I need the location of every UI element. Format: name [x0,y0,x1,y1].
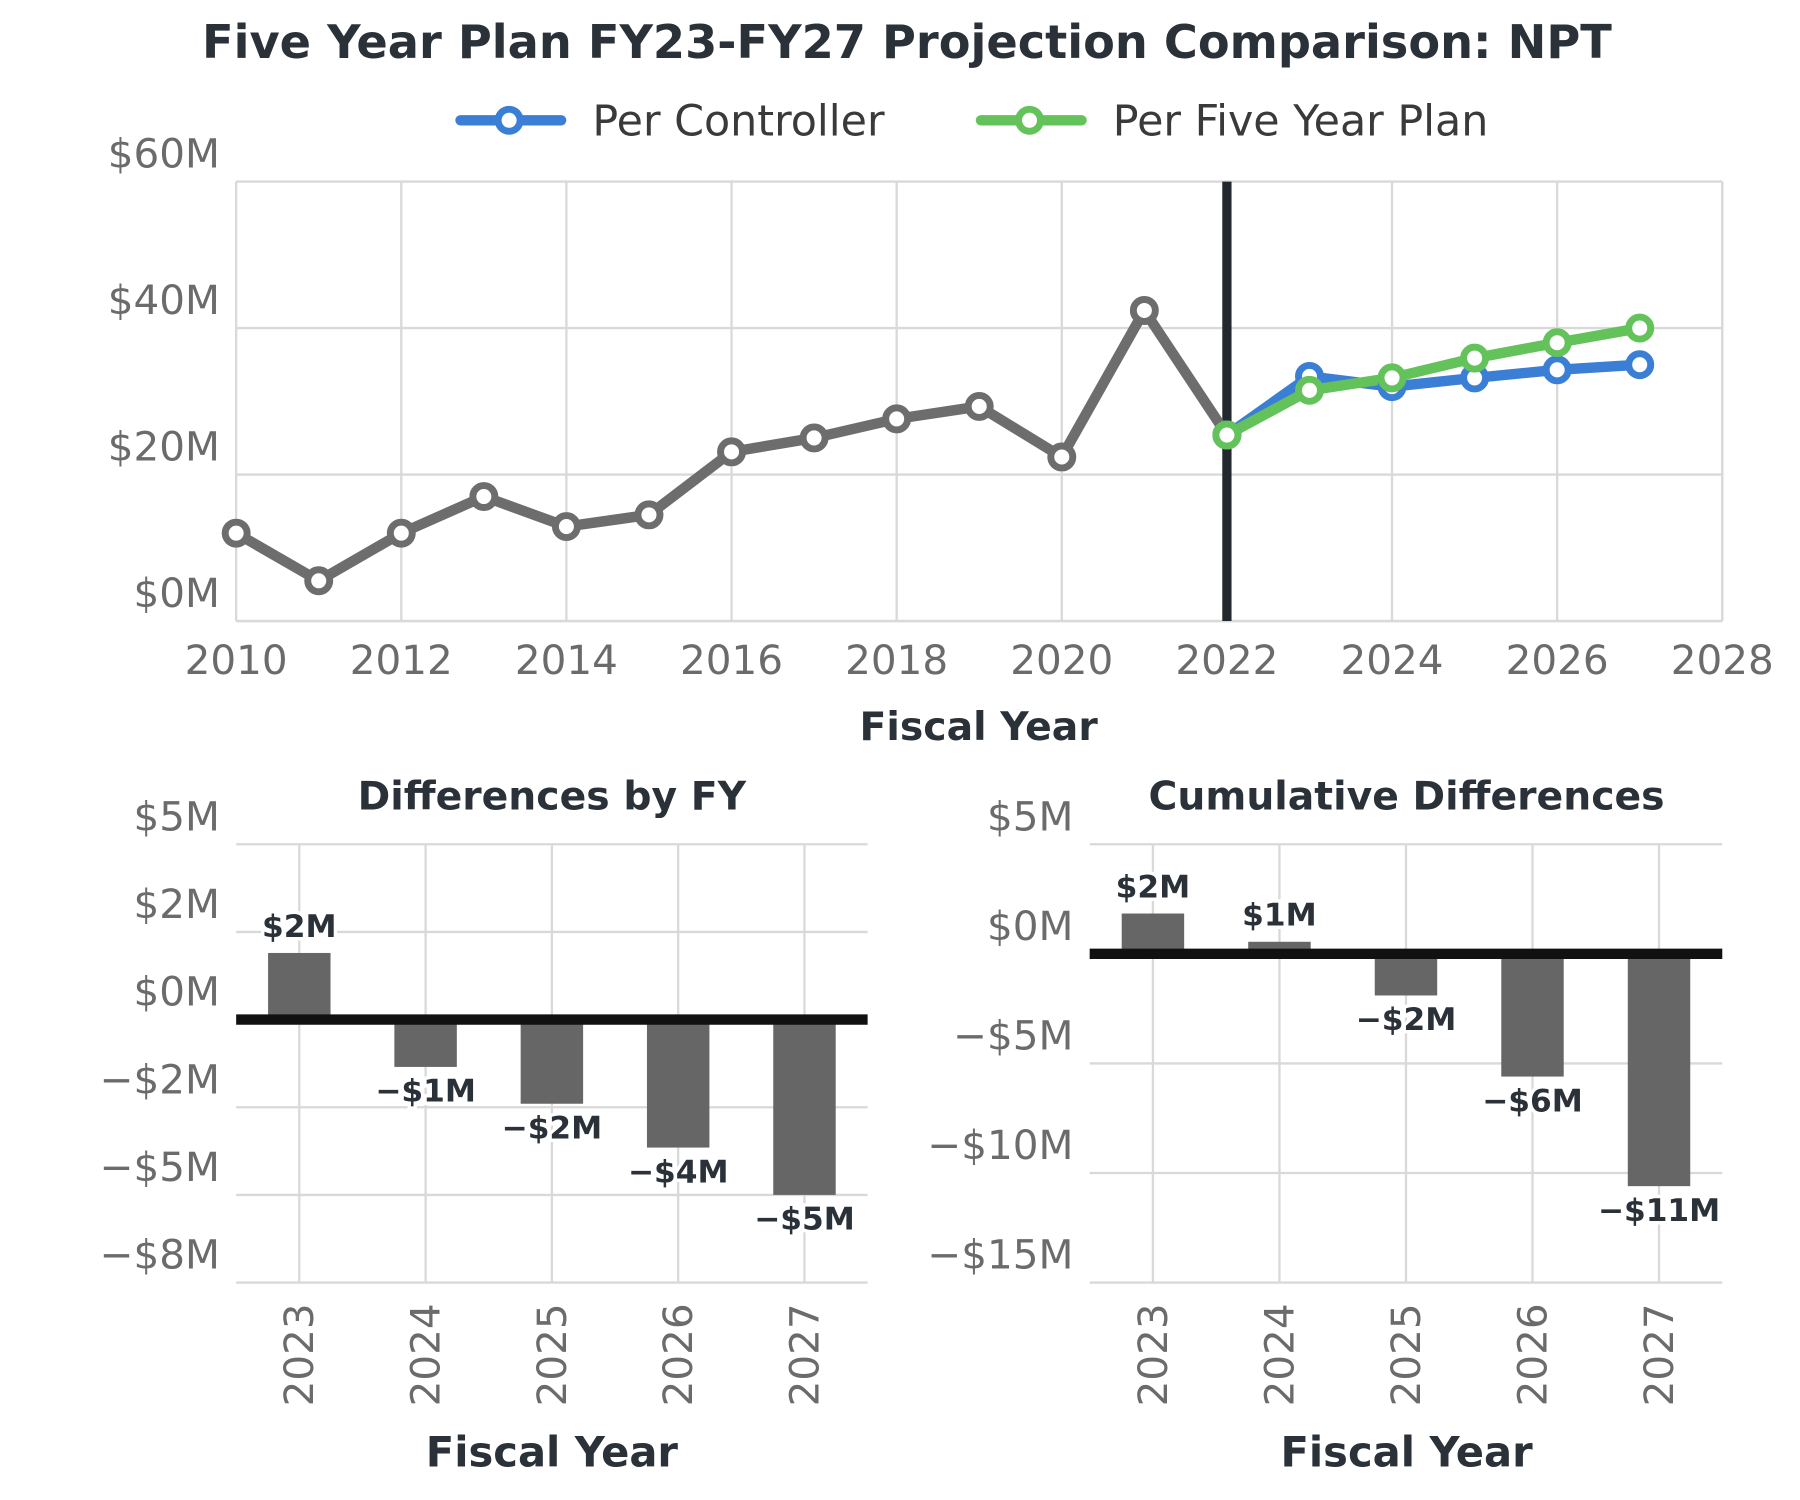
legend-marker [494,105,524,135]
x-tick-label: 2026 [1506,636,1609,684]
data-label: −$11M [1598,1193,1720,1229]
x-tick-label: 2027 [1635,1303,1683,1406]
y-tick-label: $0M [987,902,1073,950]
x-tick-label: 2016 [680,636,783,684]
point [386,518,416,548]
bar [394,1019,457,1067]
y-tick-label: −$2M [100,1055,220,1103]
data-label: −$6M [1482,1083,1583,1119]
y-tick-label: −$8M [100,1231,220,1279]
y-tick-label: $5M [134,792,220,840]
x-tick-label: 2028 [1671,636,1774,684]
data-label: $2M [1116,869,1191,905]
point [717,437,746,467]
bar [268,952,331,1020]
bar [1121,913,1185,954]
point [882,404,912,434]
y-tick-label: $2M [134,880,220,928]
x-tick-label: 2023 [1129,1303,1177,1406]
y-tick-label: $0M [134,569,220,617]
point [1625,350,1655,380]
point [469,482,499,511]
point [964,391,994,421]
bar [773,1019,836,1195]
y-tick-label: −$15M [927,1231,1073,1279]
data-label: −$5M [754,1202,855,1238]
point [634,500,664,530]
data-label: $2M [262,909,337,945]
x-tick-label: 2012 [350,636,453,684]
data-label: −$4M [628,1154,729,1190]
x-tick-label: 2020 [1010,636,1113,684]
x-tick-label: 2024 [1255,1303,1303,1406]
x-tick-label: 2024 [1341,636,1444,684]
y-tick-label: −$10M [927,1121,1073,1169]
x-tick-label: 2025 [528,1303,576,1406]
y-tick-label: −$5M [953,1012,1073,1060]
x-tick-label: 2023 [275,1303,323,1406]
y-tick-label: $40M [108,276,220,324]
point [1460,343,1490,373]
point [1377,363,1407,393]
bar [1374,953,1438,996]
data-label: $1M [1242,898,1317,934]
x-tick-label: 2010 [185,636,288,684]
y-tick-label: $20M [108,423,220,471]
point [1212,420,1242,450]
point [304,566,334,596]
legend-label: Per Five Year Plan [1113,96,1489,146]
bar [646,1019,710,1148]
point [1129,296,1159,325]
legend-marker [1015,105,1044,135]
x-tick-label: 2026 [654,1303,702,1406]
x-tick-label: 2018 [845,636,948,684]
y-tick-label: $0M [134,968,220,1016]
x-tick-label: 2027 [780,1303,828,1406]
point [1295,375,1324,405]
x-tick-label: 2014 [515,636,618,684]
x-axis-title: Fiscal Year [1280,1427,1533,1476]
data-label: −$2M [502,1110,603,1146]
point [221,518,251,548]
chart-title: Cumulative Differences [1149,775,1665,820]
y-tick-label: $5M [987,792,1073,840]
x-tick-label: 2022 [1175,636,1278,684]
point [799,423,829,453]
point [1542,355,1572,385]
y-tick-label: −$5M [100,1143,220,1191]
point [1047,442,1077,472]
data-label: −$2M [1356,1002,1457,1038]
x-tick-label: 2025 [1382,1303,1430,1406]
data-label: −$1M [375,1074,476,1110]
legend-label: Per Controller [592,96,885,146]
x-tick-label: 2024 [401,1303,449,1406]
point [1542,328,1572,358]
x-axis-title: Fiscal Year [426,1427,679,1476]
bar [1501,953,1564,1077]
bar [520,1019,584,1104]
y-tick-label: $60M [108,130,220,178]
x-tick-label: 2026 [1508,1303,1556,1406]
chart-title: Differences by FY [358,775,747,820]
chart-title: Five Year Plan FY23-FY27 Projection Comp… [202,15,1612,69]
x-axis-title: Fiscal Year [860,705,1099,750]
bar [1627,953,1691,1187]
point [551,512,581,542]
point [1625,313,1655,343]
